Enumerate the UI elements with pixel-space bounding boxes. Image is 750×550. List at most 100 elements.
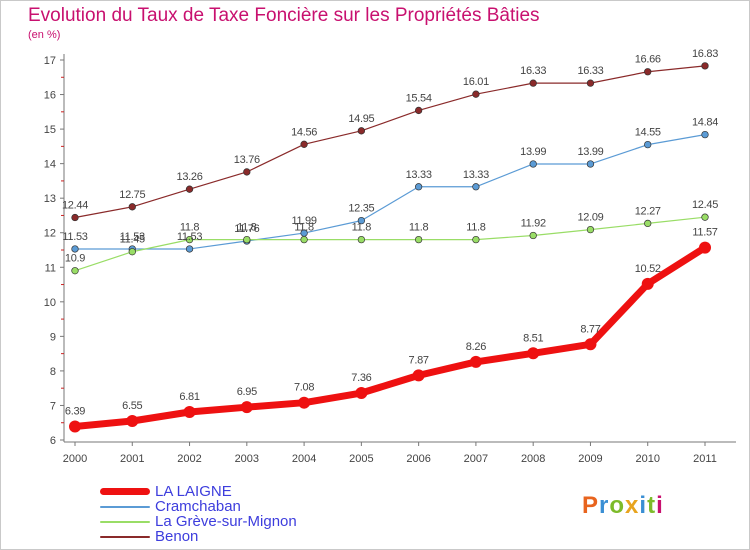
data-point [472,235,480,244]
y-tick-label: 10 [44,297,56,309]
data-label: 7.87 [409,354,429,366]
legend-label: La Grève-sur-Mignon [155,513,297,530]
y-tick-label: 17 [44,55,56,67]
data-label: 16.01 [463,76,489,88]
legend-item-la-laigne: LA LAIGNE [100,484,297,499]
legend-swatch [100,535,150,538]
x-tick-label: 2003 [235,453,259,465]
data-point [701,213,709,221]
data-label: 12.35 [348,203,374,215]
data-label: 12.44 [62,200,88,212]
data-label: 11.53 [177,231,202,243]
x-tick-label: 2000 [63,453,87,465]
data-label: 12.27 [635,205,661,217]
data-point [128,248,136,256]
data-label: 16.33 [520,65,546,77]
data-label: 11.45 [120,234,145,246]
data-label: 8.26 [466,341,486,353]
data-label: 13.26 [177,171,203,183]
legend-swatch [100,505,150,508]
data-point [701,62,709,70]
logo-letter: t [647,492,657,519]
data-point [529,231,537,240]
logo-letter: i [656,492,664,519]
x-tick-label: 2002 [177,453,201,465]
legend-swatch [100,488,150,495]
data-point [529,160,537,168]
data-label: 6.95 [237,386,257,398]
data-point [243,235,251,244]
data-point [128,203,136,211]
data-point [357,127,366,135]
legend-label: Benon [155,528,199,545]
y-tick-label: 14 [44,159,56,171]
data-label: 11.8 [237,222,257,234]
data-point [240,401,253,414]
data-label: 11.53 [62,231,87,243]
data-point [185,185,194,193]
data-point [71,267,79,275]
data-label: 10.52 [635,263,661,275]
data-point [71,245,79,253]
legend-item-cramchaban: Cramchaban [100,499,297,514]
data-label: 11.92 [521,217,546,229]
data-point [185,235,194,244]
data-point [584,338,597,351]
data-point [126,415,139,427]
data-label: 11.8 [352,222,372,234]
data-label: 11.8 [180,222,200,234]
x-tick-label: 2011 [693,453,717,465]
x-tick-label: 2005 [349,453,373,465]
series-line [71,244,709,431]
x-tick-label: 2008 [521,453,545,465]
data-point [529,79,537,87]
data-point [71,213,79,222]
x-tick-label: 2001 [120,453,144,465]
data-point [300,140,308,148]
data-label: 11.8 [466,222,486,234]
data-label: 11.57 [692,227,717,239]
data-label: 8.77 [580,323,600,335]
proxiti-logo: Proxiti [582,492,664,520]
legend-label: LA LAIGNE [155,483,232,500]
data-label: 12.45 [692,199,718,211]
data-point [414,235,423,244]
data-label: 12.09 [577,212,603,224]
legend-swatch [100,520,150,523]
data-label: 16.33 [577,65,603,77]
data-label: 6.55 [122,400,142,412]
data-point [185,245,194,253]
data-point [357,235,366,244]
y-tick-label: 9 [50,331,56,343]
x-tick-label: 2010 [635,453,659,465]
series-line [74,65,706,219]
data-label: 15.54 [406,92,432,104]
data-label: 14.84 [692,117,718,129]
legend-item-benon: Benon [100,529,297,544]
y-tick-label: 12 [44,228,56,240]
data-label: 13.33 [406,169,432,181]
data-point [469,355,482,368]
data-label: 11.8 [294,222,314,234]
logo-letter: o [609,492,626,519]
x-tick-label: 2009 [578,453,602,465]
data-point [412,369,425,382]
x-tick-label: 2006 [406,453,430,465]
data-label: 7.36 [351,372,371,384]
unit-label: (en %) [28,29,61,41]
y-tick-label: 13 [44,193,56,205]
data-point [527,347,540,360]
legend-label: Cramchaban [155,498,241,515]
logo-letter: x [625,492,640,519]
data-point [641,277,654,290]
data-label: 11.99 [291,215,316,227]
data-label: 10.9 [65,253,85,265]
y-tick-label: 16 [44,90,56,102]
data-point [586,225,595,234]
data-point [472,90,480,98]
data-label: 11.8 [409,222,429,234]
data-point [644,140,652,149]
logo-letter: r [599,492,610,519]
data-label: 13.76 [234,154,260,166]
